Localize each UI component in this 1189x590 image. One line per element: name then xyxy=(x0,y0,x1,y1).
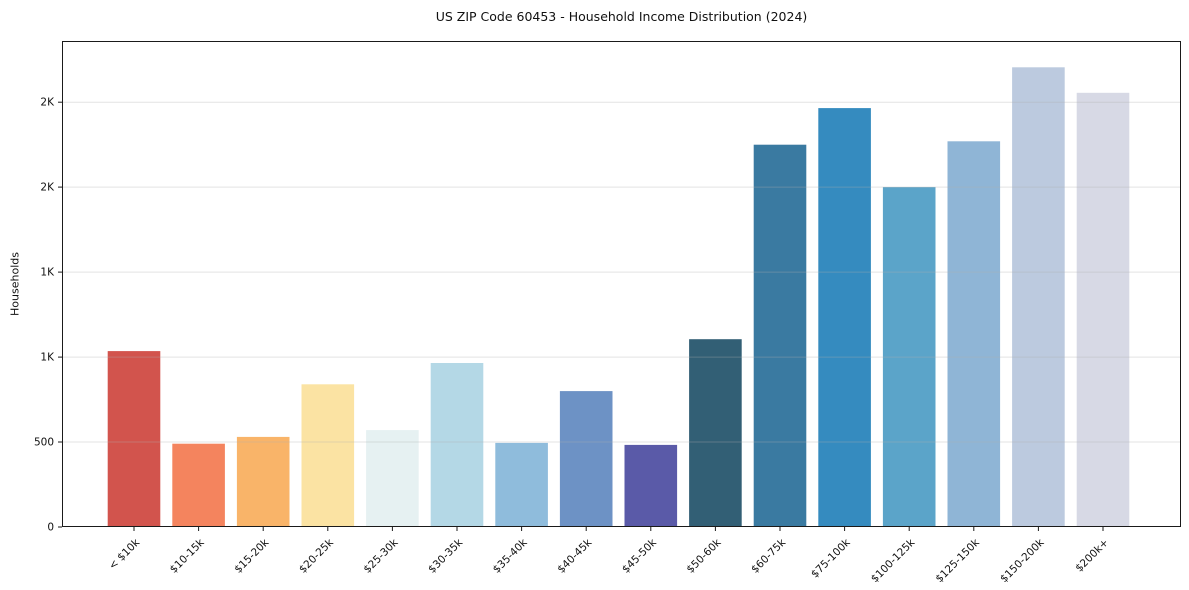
x-tick-label: $10-15k xyxy=(168,536,208,576)
x-tick-label: $200k+ xyxy=(1073,537,1111,575)
y-tick-label: 500 xyxy=(34,437,54,449)
bar xyxy=(753,144,807,527)
y-tick-label: 1K xyxy=(40,352,55,364)
bar xyxy=(172,443,225,527)
x-tick-label: $75-100k xyxy=(809,536,853,580)
bar xyxy=(559,391,613,527)
x-tick-label: $40-45k xyxy=(555,536,595,576)
x-tick-label: $150-200k xyxy=(998,536,1047,585)
bar xyxy=(301,384,355,527)
y-tick-label: 1K xyxy=(40,267,55,279)
y-tick-label: 2K xyxy=(40,97,55,109)
bar xyxy=(624,444,678,527)
bar xyxy=(107,351,161,527)
bar xyxy=(495,442,548,527)
chart-title: US ZIP Code 60453 - Household Income Dis… xyxy=(435,9,808,24)
bar xyxy=(1012,67,1065,528)
bar xyxy=(947,141,1001,528)
bar xyxy=(236,436,290,527)
bar xyxy=(366,430,419,527)
bar xyxy=(430,363,484,527)
y-tick-label: 0 xyxy=(47,522,54,534)
plot-border xyxy=(62,41,1181,527)
x-tick-label: $15-20k xyxy=(232,536,272,576)
x-tick-label: $45-50k xyxy=(620,536,660,576)
bar xyxy=(818,108,871,527)
x-tick-label: < $10k xyxy=(107,536,143,572)
bar xyxy=(1076,92,1130,528)
x-tick-label: $20-25k xyxy=(297,536,337,576)
bar xyxy=(882,187,936,527)
x-tick-label: $125-150k xyxy=(933,536,982,585)
x-tick-label: $60-75k xyxy=(749,536,789,576)
x-tick-label: $25-30k xyxy=(361,536,401,576)
x-tick-label: $35-40k xyxy=(491,536,531,576)
y-tick-label: 2K xyxy=(40,182,55,194)
x-tick-label: $30-35k xyxy=(426,536,466,576)
x-tick-label: $100-125k xyxy=(869,536,918,585)
bar xyxy=(689,339,742,527)
x-tick-label: $50-60k xyxy=(684,536,724,576)
